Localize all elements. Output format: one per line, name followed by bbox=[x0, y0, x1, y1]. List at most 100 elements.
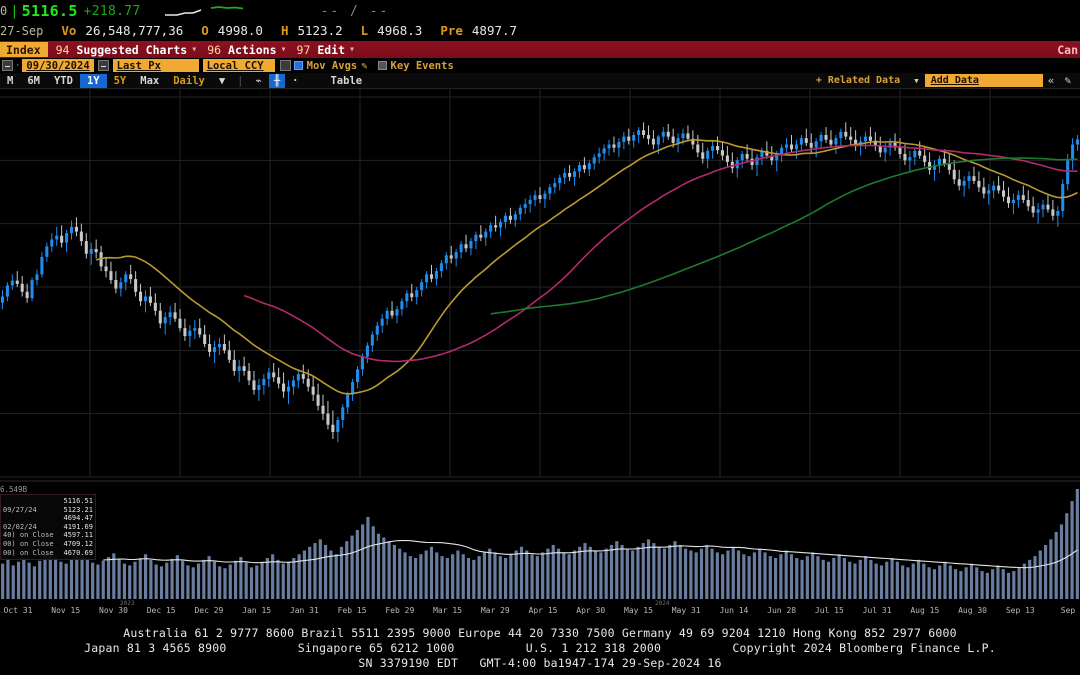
menu-item-edit[interactable]: 97 Edit bbox=[296, 42, 346, 57]
cancel-label[interactable]: Can bbox=[1057, 42, 1078, 57]
footer-line-contacts-1: Australia 61 2 9777 8600 Brazil 5511 239… bbox=[123, 626, 957, 640]
price-chart-area[interactable]: 5116.51 09/27/24 5123.21 4694.47 02/02/24… bbox=[0, 89, 1080, 618]
mov-avgs-checkbox[interactable] bbox=[293, 61, 303, 70]
x-axis-tick-label: May 31 bbox=[671, 606, 701, 615]
key-events-checkbox[interactable] bbox=[377, 61, 387, 70]
x-axis-year-label: 2024 bbox=[655, 600, 670, 607]
filter-icon[interactable]: ▼ bbox=[218, 74, 226, 87]
high-value: 5123.2 bbox=[297, 23, 343, 38]
x-axis-tick-label: Oct 31 bbox=[3, 606, 33, 615]
x-axis-tick-label: Jul 15 bbox=[814, 606, 844, 615]
chart-style-more-icon[interactable]: · bbox=[292, 74, 299, 87]
period-selector-bar: M 6M YTD 1Y 5Y Max Daily ▼ | ⌁ ╫ · Table… bbox=[0, 73, 1080, 89]
open-value: 4998.0 bbox=[217, 23, 263, 38]
command-menu-bar: Index 94 Suggested Charts ▾ 96 Actions ▾… bbox=[0, 41, 1080, 58]
x-axis-tick-label: Aug 15 bbox=[910, 606, 940, 615]
edit-pencil-icon[interactable]: ✎ bbox=[361, 59, 368, 72]
range-right-icon[interactable] bbox=[97, 60, 109, 71]
footer-line-contacts-2: Japan 81 3 4565 8900 Singapore 65 6212 1… bbox=[84, 641, 996, 655]
date-input[interactable]: 09/30/2024 bbox=[22, 59, 94, 72]
legend-row: 00) on Close 4670.69 bbox=[3, 548, 93, 557]
x-axis-tick-label: Sep 13 bbox=[1005, 606, 1035, 615]
x-axis-tick-label: Jun 28 bbox=[767, 606, 797, 615]
low-value: 4968.3 bbox=[377, 23, 423, 38]
x-axis-tick-label: Mar 15 bbox=[433, 606, 462, 615]
legend-row: 40) on Close 4597.11 bbox=[3, 531, 93, 540]
quote-bid-ask-empty: -- / -- bbox=[320, 3, 390, 19]
chart-x-axis: Oct 31 Nov 15 Nov 30 Dec 15 Dec 29 Jan 15 Jan … bbox=[0, 600, 1080, 620]
x-axis-tick-label: Apr 30 bbox=[576, 606, 606, 615]
volume-value: 26,548,777,36 bbox=[85, 23, 184, 38]
collapse-icon[interactable]: « bbox=[1047, 74, 1055, 87]
sparkline-chart bbox=[164, 6, 243, 16]
x-axis-tick-label: Aug 30 bbox=[958, 606, 987, 615]
x-axis-year-label: 2023 bbox=[120, 600, 135, 607]
x-axis-tick-label: Jul 31 bbox=[862, 606, 892, 615]
quote-bar-glyph: | bbox=[10, 3, 19, 19]
interval-select[interactable]: Daily bbox=[173, 74, 205, 87]
x-axis-tick-label: Apr 15 bbox=[528, 606, 558, 615]
mov-avgs-label: Mov Avgs bbox=[306, 59, 358, 72]
period-button-max[interactable]: Max bbox=[140, 74, 160, 87]
legend-row: 00) on Close 4709.12 bbox=[3, 539, 93, 548]
quote-header-secondary: 27-Sep Vo 26,548,777,36 O 4998.0 H 5123.… bbox=[0, 22, 1080, 39]
terminal-footer: Australia 61 2 9777 8600 Brazil 5511 239… bbox=[0, 624, 1080, 675]
x-axis-tick-label: Sep bbox=[1060, 606, 1076, 615]
x-axis-tick-label: May 15 bbox=[624, 606, 653, 615]
legend-row: 02/02/24 4191.69 bbox=[3, 522, 93, 531]
menu-item-actions[interactable]: 96 Actions bbox=[207, 42, 277, 57]
chart-svg bbox=[0, 89, 1080, 599]
quote-change: +218.77 bbox=[83, 3, 141, 19]
x-axis-tick-label: Nov 30 bbox=[99, 606, 128, 615]
chart-style-candle-icon[interactable]: ╫ bbox=[268, 73, 286, 88]
volume-axis-label: 6.549B bbox=[0, 485, 28, 494]
toolbar-divider-1: | bbox=[237, 74, 244, 87]
menu-item-suggested-charts[interactable]: 94 Suggested Charts bbox=[55, 42, 188, 57]
high-label: H bbox=[280, 23, 289, 38]
previous-close-value: 4897.7 bbox=[471, 23, 518, 38]
annotate-pencil-icon[interactable]: ✎ bbox=[1064, 74, 1071, 87]
period-button-5y[interactable]: 5Y bbox=[113, 74, 127, 87]
menu-dot-2: ▾ bbox=[280, 44, 287, 55]
low-label: L bbox=[360, 23, 369, 38]
x-axis-tick-label: Dec 29 bbox=[194, 606, 224, 615]
period-button-1y[interactable]: 1Y bbox=[79, 73, 107, 88]
legend-row: 09/27/24 5123.21 bbox=[3, 505, 93, 514]
related-data-chevron-icon[interactable]: ▾ bbox=[913, 74, 920, 87]
x-axis-tick-label: Jan 15 bbox=[242, 606, 272, 615]
legend-row: 4694.47 bbox=[63, 514, 93, 523]
x-axis-tick-label: Mar 29 bbox=[480, 606, 510, 615]
range-left-icon[interactable] bbox=[2, 60, 13, 71]
previous-close-label: Pre bbox=[440, 23, 463, 38]
add-data-input[interactable]: Add Data bbox=[924, 74, 1043, 87]
quote-prefix: 0 bbox=[0, 4, 8, 18]
chart-style-line-icon[interactable]: ⌁ bbox=[255, 74, 262, 87]
related-data-button[interactable]: + Related Data bbox=[815, 75, 901, 86]
quote-date: 27-Sep bbox=[0, 23, 44, 38]
table-button[interactable]: Table bbox=[330, 74, 363, 87]
footer-line-session: SN 3379190 EDT GMT-4:00 ba1947-174 29-Se… bbox=[358, 656, 722, 670]
menu-dot-3: ▾ bbox=[349, 44, 356, 55]
volume-label: Vo bbox=[61, 23, 77, 38]
quote-header-primary: 0 | 5116.5 +218.77 -- / -- bbox=[0, 0, 1080, 22]
x-axis-tick-label: Feb 15 bbox=[337, 606, 367, 615]
period-button-m[interactable]: M bbox=[7, 74, 14, 87]
currency-select[interactable]: Local CCY bbox=[202, 59, 275, 72]
period-button-6m[interactable]: 6M bbox=[27, 74, 40, 87]
period-button-ytd[interactable]: YTD bbox=[53, 74, 73, 87]
menu-dot-1: ▾ bbox=[191, 44, 198, 55]
currency-dropdown-icon[interactable] bbox=[279, 60, 291, 71]
x-axis-tick-label: Nov 15 bbox=[51, 606, 81, 615]
x-axis-tick-label: Jan 31 bbox=[289, 606, 319, 615]
x-axis-tick-label: Feb 29 bbox=[385, 606, 415, 615]
quote-last-price: 5116.5 bbox=[21, 2, 78, 20]
x-axis-tick-label: Jun 14 bbox=[719, 606, 749, 615]
open-label: O bbox=[201, 23, 209, 38]
chart-controls-bar: · 09/30/2024 Last Px Local CCY Mov Avgs … bbox=[0, 58, 1080, 73]
chart-legend-box: 5116.51 09/27/24 5123.21 4694.47 02/02/24… bbox=[0, 494, 96, 560]
legend-row: 5116.51 bbox=[63, 497, 93, 505]
security-type-tag[interactable]: Index bbox=[0, 42, 48, 57]
key-events-label: Key Events bbox=[390, 59, 454, 72]
price-type-select[interactable]: Last Px bbox=[112, 59, 199, 72]
